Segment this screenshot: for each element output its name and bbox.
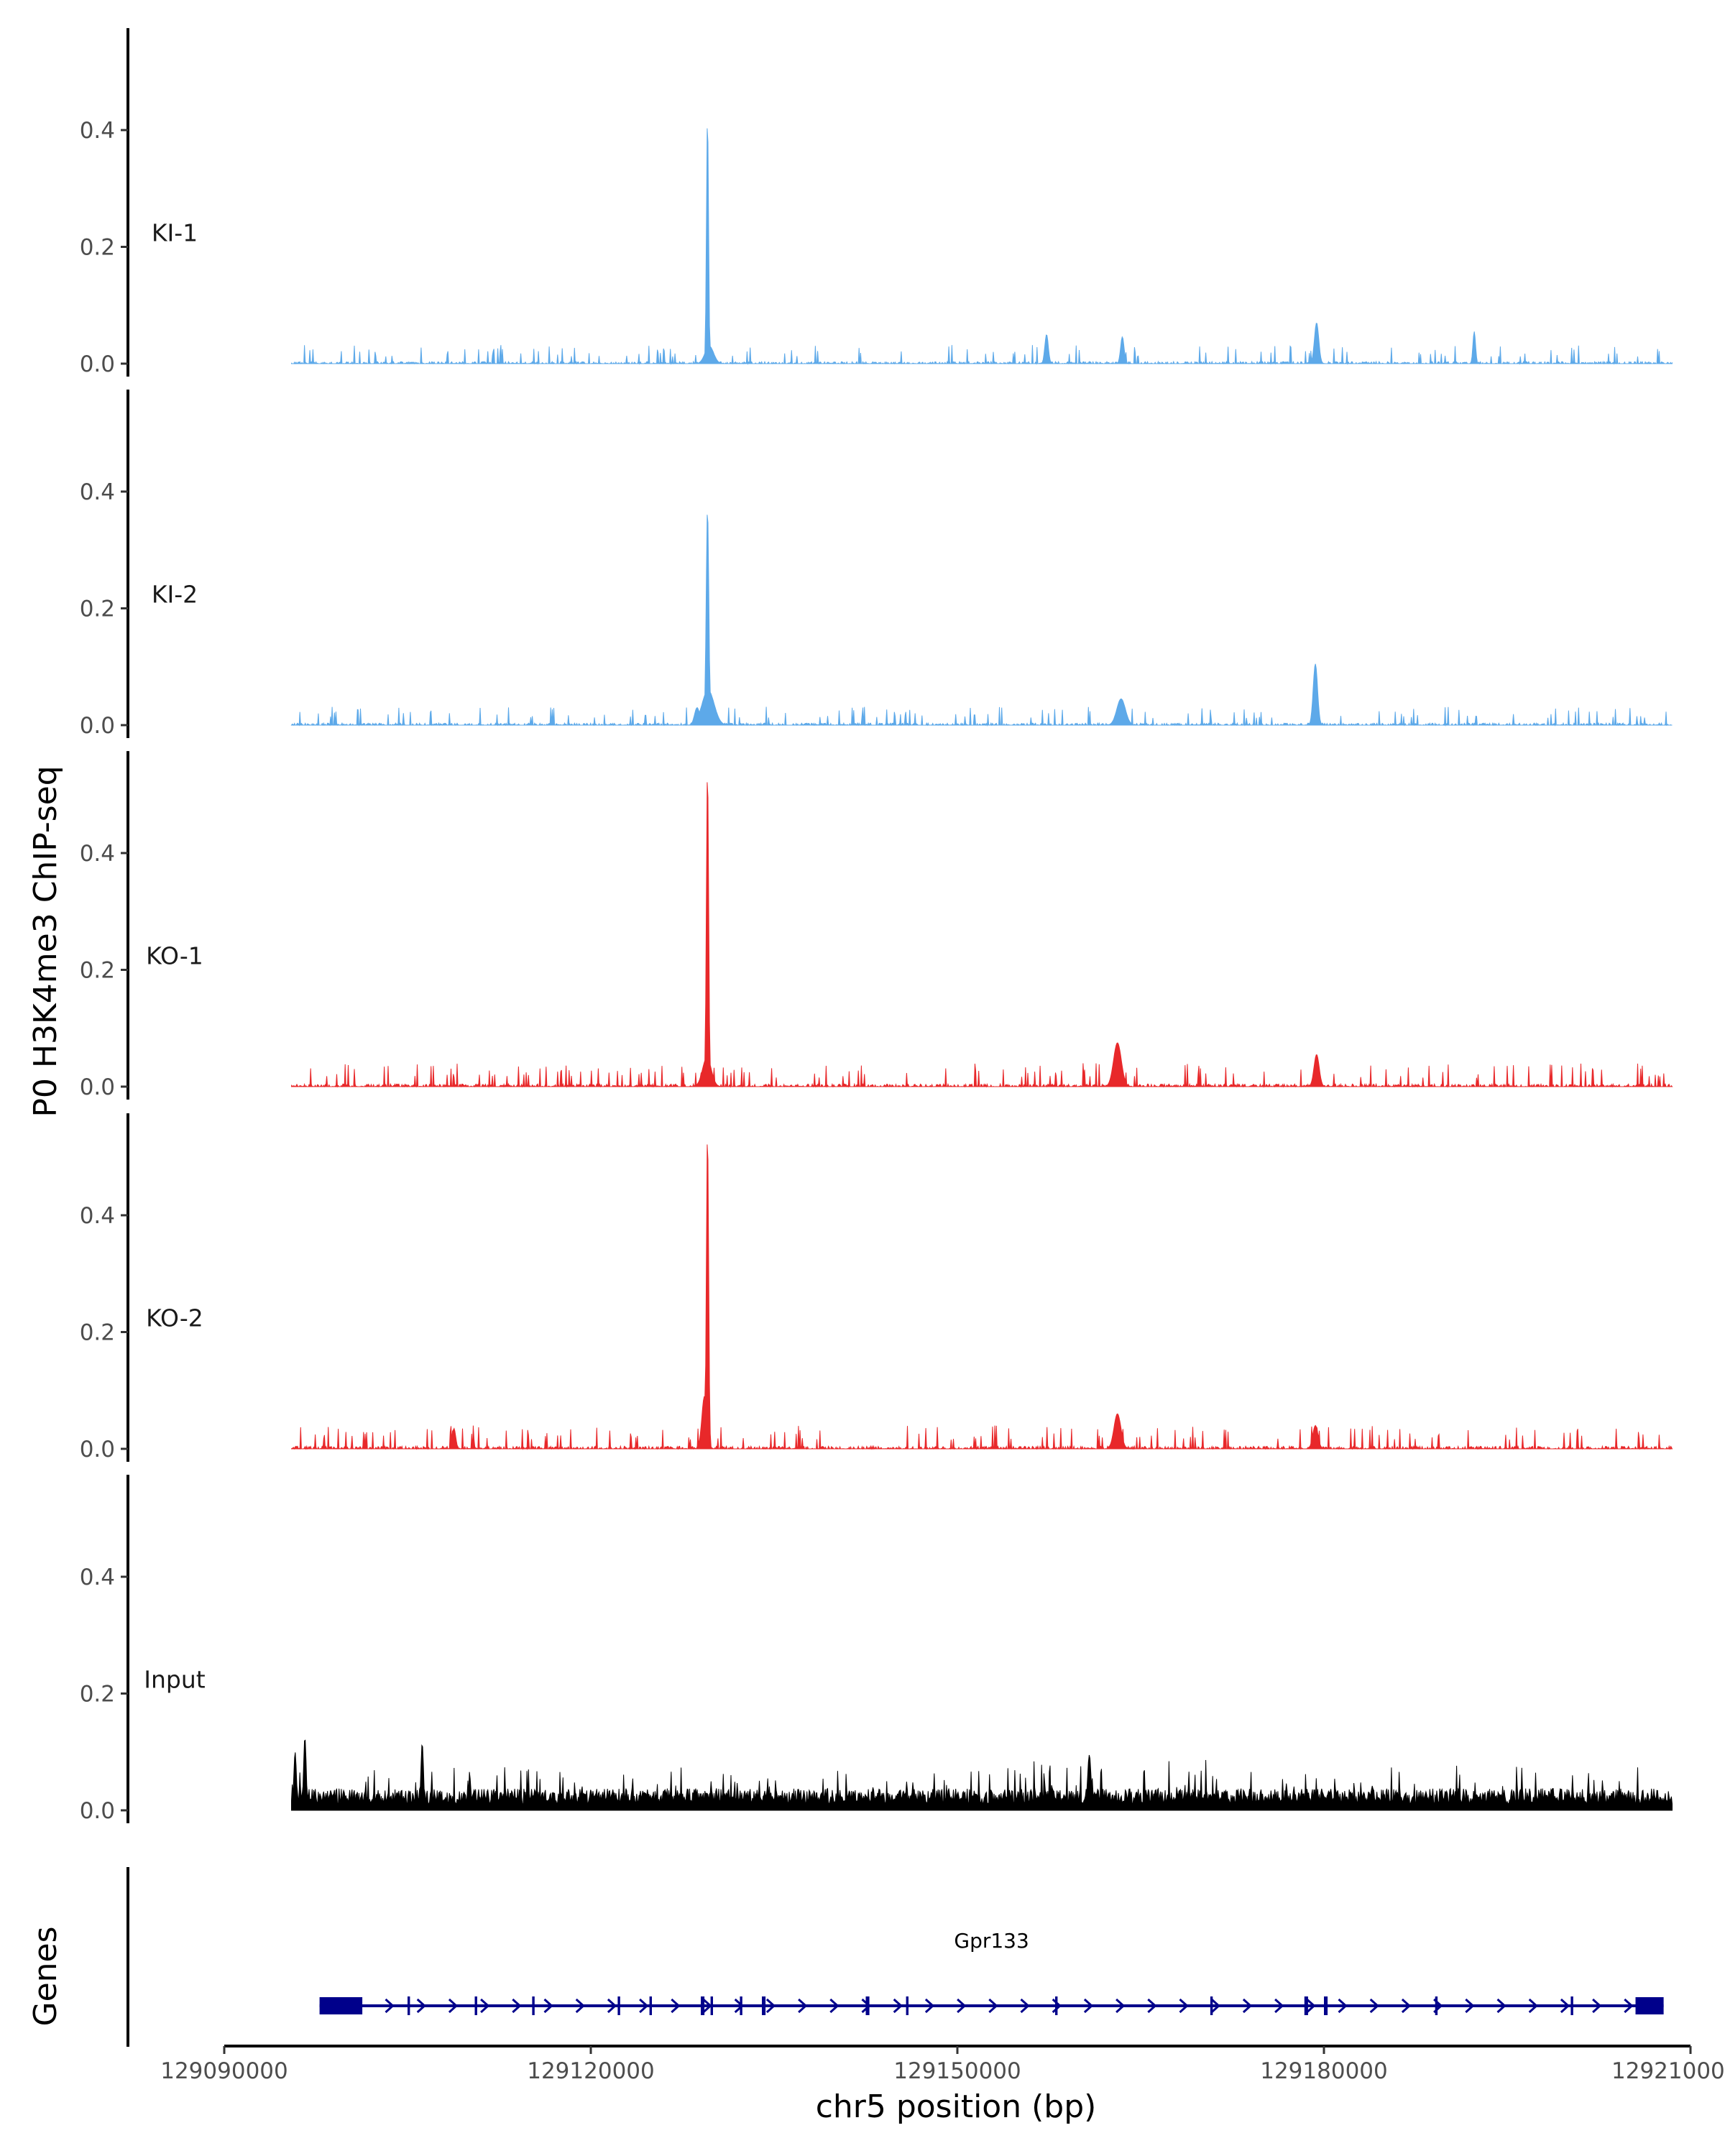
y-tick-label: 0.2 — [80, 596, 115, 622]
strand-arrow — [1179, 1998, 1189, 2014]
track-input: 0.0 0.2 0.4 Input — [80, 1475, 1673, 1824]
y-tick-label: 0.0 — [80, 1437, 115, 1462]
strand-arrow — [1147, 1998, 1157, 2014]
gene-exon — [408, 1996, 410, 2015]
strand-arrow — [1083, 1998, 1094, 2014]
strand-arrow — [988, 1998, 998, 2014]
gene-exon — [906, 1996, 908, 2015]
track-label: KI-2 — [152, 580, 198, 608]
gene-exon — [319, 1997, 363, 2014]
track-ko-2: 0.0 0.2 0.4 KO-2 — [80, 1113, 1673, 1462]
signal-area — [290, 515, 1673, 727]
track-ki-2: 0.0 0.2 0.4 KI-2 — [80, 390, 1673, 739]
track-ki-1: 0.0 0.2 0.4 KI-1 — [80, 28, 1673, 377]
strand-arrow — [1592, 1998, 1602, 2014]
y-tick-label: 0.4 — [80, 479, 115, 505]
strand-arrow — [765, 1998, 776, 2014]
strand-arrow — [1116, 1998, 1126, 2014]
gene-exon — [1435, 1996, 1438, 2015]
strand-arrow — [1369, 1998, 1379, 2014]
strand-arrow — [512, 1998, 522, 2014]
y-tick-label: 0.0 — [80, 1798, 115, 1824]
strand-arrow — [893, 1998, 903, 2014]
strand-arrow — [798, 1998, 808, 2014]
x-tick-label: 129180000 — [1260, 2058, 1388, 2084]
gene-exon — [710, 1996, 713, 2015]
gene-exon — [1304, 1996, 1308, 2015]
y-tick-label: 0.0 — [80, 1074, 115, 1100]
x-tick-label: 129210000 — [1611, 2058, 1725, 2084]
signal-area — [291, 1739, 1673, 1811]
strand-arrow — [1338, 1998, 1348, 2014]
y-tick-label: 0.4 — [80, 1203, 115, 1229]
x-axis: 129090000 129120000 129150000 129180000 1292… — [160, 2045, 1725, 2084]
strand-arrow — [829, 1998, 840, 2014]
y-tick-label: 0.2 — [80, 1682, 115, 1708]
strand-arrow — [671, 1998, 681, 2014]
gene-name-label: Gpr133 — [954, 1929, 1029, 1953]
tracks-layer: 0.00.20.4KI-10.00.20.4KI-20.00.20.4KO-10… — [80, 28, 1673, 1824]
track-label: KI-1 — [152, 218, 198, 247]
strand-arrow — [702, 1998, 712, 2014]
gene-exon — [617, 1996, 620, 2015]
gene-exon — [474, 1996, 477, 2015]
genes-panel-title: Genes — [27, 1926, 64, 2026]
signal-area — [291, 1144, 1673, 1450]
strand-arrow — [1560, 1998, 1570, 2014]
strand-arrow — [448, 1998, 459, 2014]
gene-exon — [649, 1996, 652, 2015]
y-tick-label: 0.0 — [80, 351, 115, 377]
x-tick-label: 129120000 — [527, 2058, 655, 2084]
gene-exon — [740, 1996, 742, 2015]
signal-area — [291, 128, 1673, 365]
gene-exon — [701, 1996, 705, 2015]
strand-arrow — [1274, 1998, 1284, 2014]
y-tick-label: 0.2 — [80, 235, 115, 261]
gene-exon — [1570, 1996, 1573, 2015]
y-tick-label: 0.4 — [80, 118, 115, 144]
strand-arrow — [957, 1998, 967, 2014]
strand-arrow — [416, 1998, 426, 2014]
strand-arrow — [480, 1998, 490, 2014]
strand-arrow — [1401, 1998, 1412, 2014]
y-tick-label: 0.4 — [80, 1565, 115, 1590]
y-tick-label: 0.2 — [80, 958, 115, 984]
track-ko-1: 0.0 0.2 0.4 KO-1 — [80, 751, 1673, 1100]
strand-arrow — [1624, 1998, 1634, 2014]
signal-area — [291, 782, 1673, 1088]
x-tick-label: 129090000 — [160, 2058, 288, 2084]
y-axis-title: P0 H3K4me3 ChIP-seq — [27, 765, 64, 1117]
strand-arrow — [1496, 1998, 1506, 2014]
gene-exon — [532, 1996, 535, 2015]
track-label: Input — [144, 1665, 206, 1693]
x-axis-title: chr5 position (bp) — [816, 2088, 1097, 2125]
strand-arrow — [1210, 1998, 1220, 2014]
x-tick-label: 129150000 — [893, 2058, 1021, 2084]
genes-panel: Gpr133 — [126, 1867, 1664, 2047]
strand-arrow — [1465, 1998, 1475, 2014]
gene-exon — [865, 1996, 870, 2015]
gene-exon — [1635, 1997, 1664, 2014]
strand-arrow — [924, 1998, 935, 2014]
strand-arrow — [607, 1998, 617, 2014]
strand-arrow — [385, 1998, 395, 2014]
gene-exon — [762, 1996, 766, 2015]
strand-arrow — [1306, 1998, 1316, 2014]
y-tick-label: 0.4 — [80, 841, 115, 867]
strand-arrow — [639, 1998, 649, 2014]
gene-exon — [1210, 1996, 1213, 2015]
gene-exon — [1055, 1996, 1058, 2015]
y-tick-label: 0.2 — [80, 1320, 115, 1346]
gene-exon — [1324, 1996, 1328, 2015]
y-tick-label: 0.0 — [80, 713, 115, 739]
strand-arrow — [1242, 1998, 1253, 2014]
track-label: KO-2 — [146, 1304, 203, 1332]
track-label: KO-1 — [146, 941, 203, 969]
strand-arrow — [575, 1998, 585, 2014]
strand-arrow — [1528, 1998, 1538, 2014]
strand-arrow — [543, 1998, 553, 2014]
strand-arrow — [1020, 1998, 1030, 2014]
